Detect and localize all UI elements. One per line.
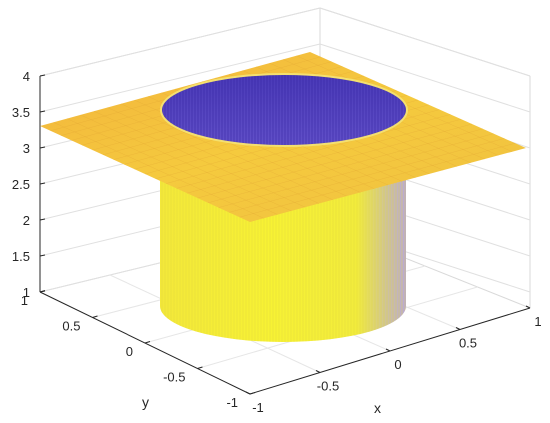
z-tick-label: 3 [23,141,30,156]
x-tick-mark [525,305,531,309]
z-tick-mark [39,182,46,185]
y-tick-mark [144,341,151,344]
inner-well [161,74,407,146]
x-tick-mark [245,391,251,395]
y-tick-mark [249,392,256,395]
y-tick-mark [197,366,203,369]
z-tick-mark [39,254,46,257]
plate-mesh-line [207,128,483,203]
x-tick-mark [385,348,391,352]
z-tick-label: 1.5 [12,249,30,264]
y-tick-label: -0.5 [163,370,185,385]
x-tick-label: 0.5 [459,336,477,351]
z-tick-mark [39,110,46,113]
z-grid-line [319,43,531,113]
plate-mesh-line [218,133,494,208]
plate-mesh-line [176,114,451,189]
y-tick-mark [39,290,46,293]
z-tick-label: 4 [23,69,30,84]
z-tick-mark [39,146,46,149]
plate-mesh-line [239,143,516,218]
z-grid-line [39,7,321,77]
x-axis-title: x [374,400,381,416]
y-tick-label: 0.5 [62,319,80,334]
z-tick-label: 1 [23,285,30,300]
plate-mesh-line [228,138,505,213]
y-tick-label: 0 [126,344,133,359]
z-grid-line [39,43,321,113]
y-tick-label: 1 [21,293,28,308]
plate-mesh-line [186,119,462,194]
x-tick-label: -0.5 [317,379,339,394]
z-tick-mark [39,74,46,77]
z-grid-line [319,7,531,77]
x-tick-label: 0 [394,357,401,372]
x-tick-mark [455,327,461,330]
z-tick-mark [39,218,46,221]
cylinder-wall [160,168,406,342]
plate-mesh-line [197,123,473,199]
z-tick-label: 2 [23,213,30,228]
surface [40,52,526,342]
well-mesh [161,74,406,146]
y-axis-title: y [142,394,149,410]
z-tick-label: 2.5 [12,177,30,192]
y-tick-label: -1 [226,395,238,410]
tick-labels: 1 1.5 2 2.5 3 3.5 4 -1 -0.5 0 0.5 1 -1 -0.5 0 0.5 1 [12,69,542,415]
y-tick-mark [92,315,98,318]
well-rim [160,73,408,147]
z-tick-label: 3.5 [12,105,30,120]
x-tick-label: 1 [534,314,541,329]
x-tick-mark [315,370,321,373]
x-tick-label: -1 [252,400,264,415]
